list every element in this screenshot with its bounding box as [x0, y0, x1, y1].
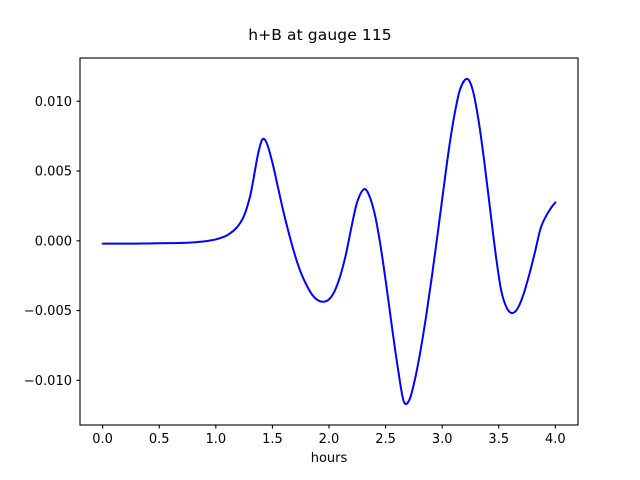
x-tick-label: 1.5 — [262, 432, 283, 447]
y-tick-label: −0.005 — [24, 304, 72, 319]
x-tick-label: 3.0 — [432, 432, 453, 447]
axes-frame — [79, 57, 579, 426]
x-tick-label: 2.0 — [319, 432, 340, 447]
y-tick-label: 0.010 — [35, 95, 72, 110]
x-tick-label: 2.5 — [375, 432, 396, 447]
x-tick-label: 1.0 — [205, 432, 226, 447]
x-tick-label: 3.5 — [488, 432, 509, 447]
x-tick-label: 0.0 — [92, 432, 113, 447]
x-axis-label: hours — [311, 451, 348, 466]
x-axis-ticks: 0.0 0.5 1.0 1.5 2.0 2.5 3.0 3.5 4.0 — [92, 425, 566, 447]
x-tick-label: 4.0 — [545, 432, 566, 447]
y-tick-label: −0.010 — [24, 374, 72, 389]
y-tick-label: 0.000 — [35, 234, 72, 249]
y-axis-ticks: −0.010 −0.005 0.000 0.005 0.010 — [24, 95, 80, 389]
chart-title: h+B at gauge 115 — [248, 26, 392, 44]
x-tick-label: 0.5 — [149, 432, 170, 447]
y-tick-label: 0.005 — [35, 165, 72, 180]
data-series-line — [101, 77, 557, 406]
